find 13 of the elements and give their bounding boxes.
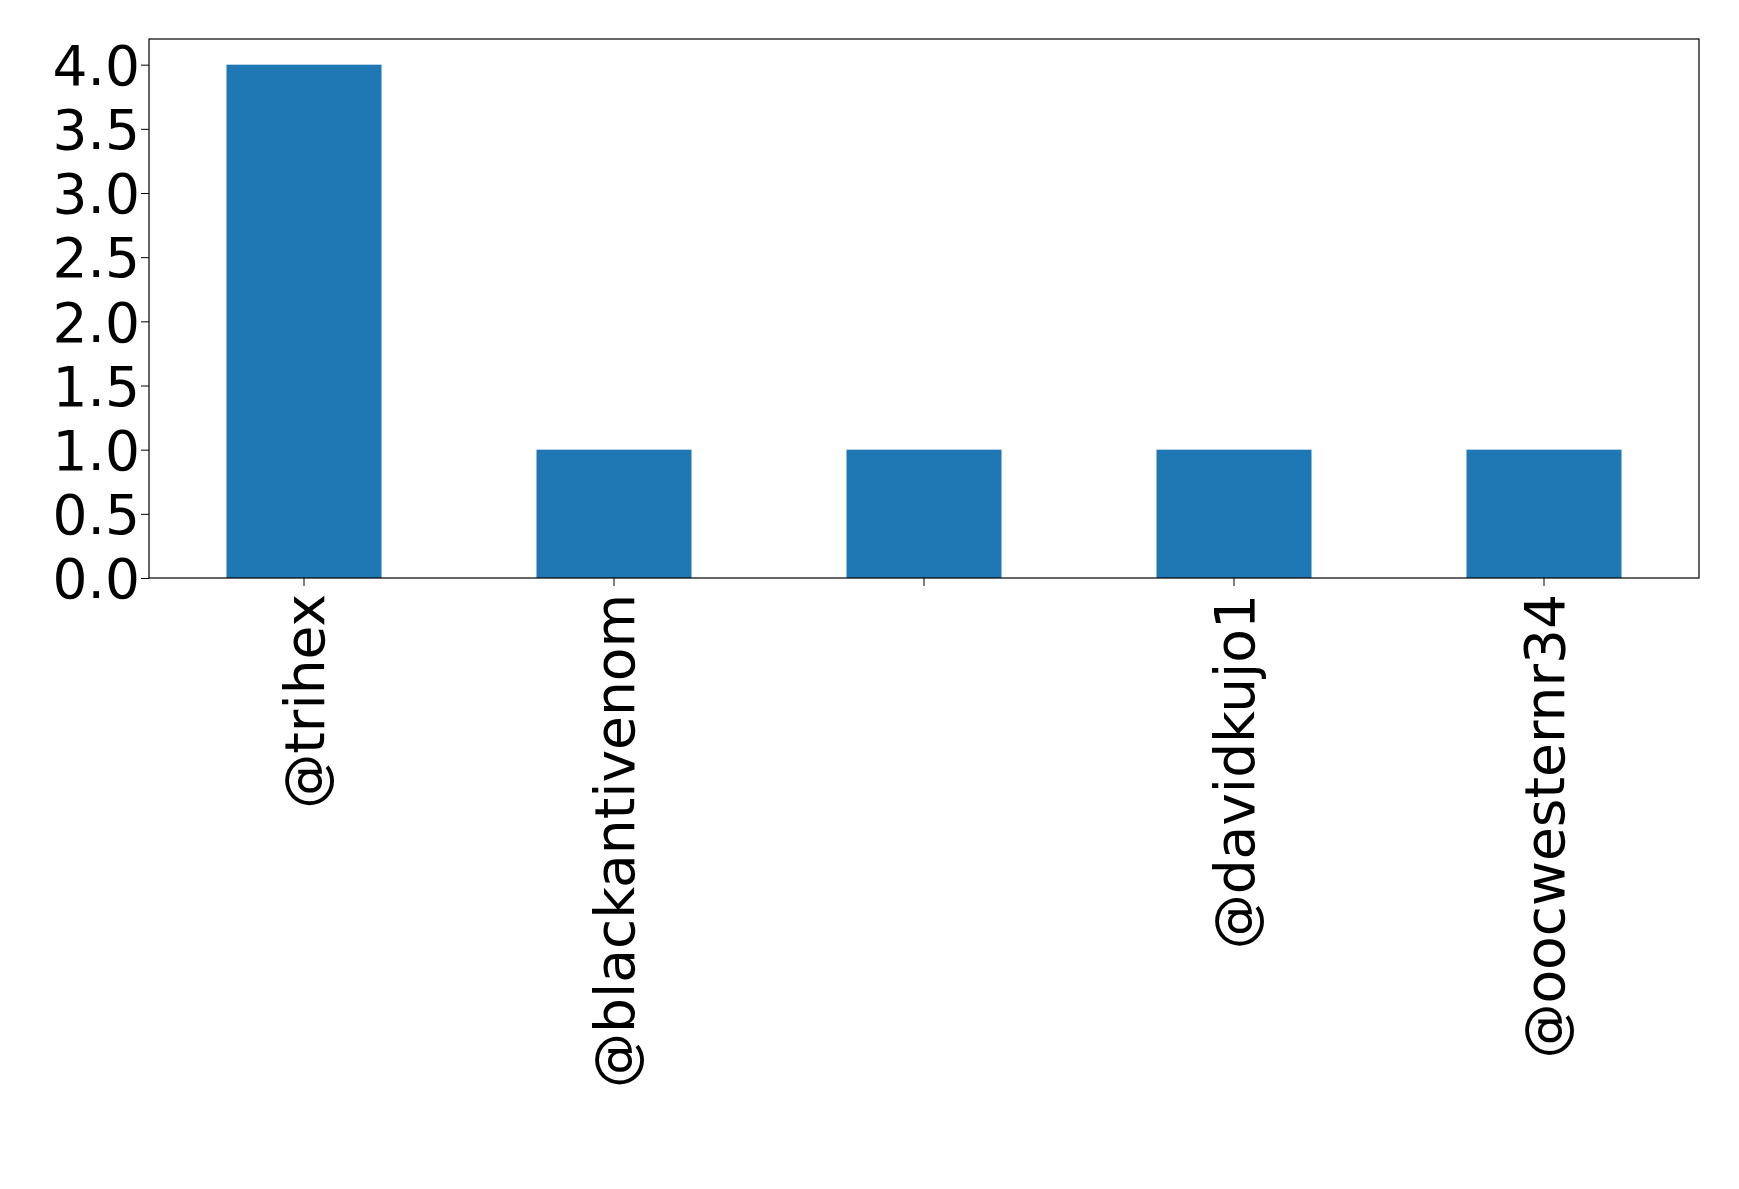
y-tick-label: 1.0 xyxy=(52,418,140,483)
x-tick-label: @davidkujo1 xyxy=(1202,594,1267,950)
y-tick-label: 4.0 xyxy=(52,33,140,98)
y-tick-label: 0.5 xyxy=(52,483,140,548)
y-tick-label: 2.0 xyxy=(52,290,140,355)
y-tick-label: 0.0 xyxy=(52,547,140,612)
y-tick-label: 3.5 xyxy=(52,98,140,163)
x-tick-label: @blackantivenom xyxy=(582,594,647,1088)
y-tick-label: 2.5 xyxy=(52,226,140,291)
y-tick-label: 1.5 xyxy=(52,354,140,419)
x-tick-label: @oocwesternr34 xyxy=(1512,594,1577,1059)
x-tick-label: @trihex xyxy=(272,594,337,809)
y-tick-label: 3.0 xyxy=(52,162,140,227)
